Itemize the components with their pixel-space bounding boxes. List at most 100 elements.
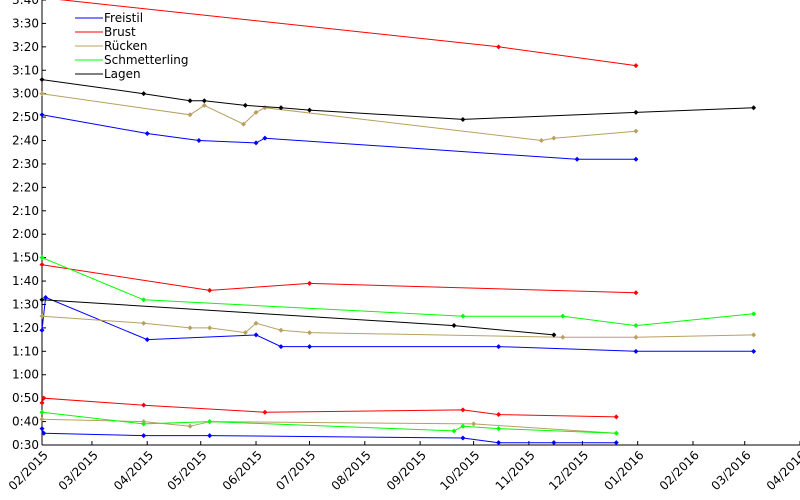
- data-point: [41, 430, 47, 436]
- data-point: [262, 409, 268, 415]
- x-tick-label: 05/2015: [164, 448, 209, 493]
- y-tick-label: 1:00: [12, 368, 39, 382]
- y-tick-label: 1:30: [12, 297, 39, 311]
- y-tick-label: 2:40: [12, 134, 39, 148]
- data-point: [451, 323, 457, 329]
- data-point: [39, 255, 45, 261]
- series-rücken: [39, 91, 757, 436]
- series-line: [41, 397, 617, 418]
- x-tick-label: 02/2016: [657, 448, 702, 493]
- series-line: [41, 264, 636, 294]
- data-point: [278, 344, 284, 350]
- data-point: [39, 262, 45, 268]
- legend-label: Rücken: [104, 39, 148, 53]
- legend-label: Schmetterling: [104, 53, 189, 67]
- x-tick-label: 11/2015: [493, 448, 538, 493]
- data-point: [187, 325, 193, 331]
- data-point: [187, 423, 193, 429]
- data-point: [253, 140, 259, 146]
- data-point: [141, 433, 147, 439]
- data-point: [496, 440, 502, 446]
- data-point: [460, 435, 466, 441]
- y-tick-label: 2:00: [12, 227, 39, 241]
- data-point: [633, 109, 639, 115]
- data-point: [551, 135, 557, 141]
- data-point: [751, 311, 757, 317]
- y-tick-label: 1:20: [12, 321, 39, 335]
- data-point: [471, 421, 477, 427]
- data-point: [201, 102, 207, 108]
- data-point: [201, 98, 207, 104]
- data-point: [141, 297, 147, 303]
- data-point: [39, 91, 45, 97]
- data-point: [307, 330, 313, 336]
- data-point: [253, 332, 259, 338]
- data-point: [253, 320, 259, 326]
- data-point: [41, 395, 47, 401]
- data-point: [39, 112, 45, 118]
- series-line: [41, 418, 617, 434]
- data-point: [141, 91, 147, 97]
- series-line: [41, 299, 554, 336]
- series-schmetterling: [39, 255, 757, 436]
- data-point: [613, 430, 619, 436]
- y-axis-ticks: 0:30 0:40 0:50 1:00 1:10 1:20 1:30 1:40 1:50 2:00…: [12, 0, 46, 452]
- data-point: [278, 327, 284, 333]
- y-tick-label: 3:10: [12, 63, 39, 77]
- data-point: [613, 440, 619, 446]
- data-point: [496, 412, 502, 418]
- x-axis-ticks: 02/2015 03/2015 04/2015 05/2015 06/2015 07/20…: [6, 441, 800, 493]
- data-point: [538, 138, 544, 144]
- x-tick-label: 03/2015: [56, 448, 101, 493]
- legend-label: Brust: [104, 25, 136, 39]
- x-tick-label: 08/2015: [329, 448, 374, 493]
- data-point: [141, 421, 147, 427]
- data-point: [551, 440, 557, 446]
- series-line: [41, 257, 754, 327]
- x-tick-label: 07/2015: [273, 448, 318, 493]
- data-point: [633, 63, 639, 69]
- data-point: [307, 344, 313, 350]
- data-point: [633, 323, 639, 329]
- data-point: [187, 98, 193, 104]
- data-point: [39, 409, 45, 415]
- y-tick-label: 2:30: [12, 157, 39, 171]
- y-tick-label: 0:30: [12, 438, 39, 452]
- x-tick-label: 01/2016: [601, 448, 646, 493]
- legend-label: Lagen: [104, 67, 141, 81]
- data-point: [144, 337, 150, 343]
- data-point: [187, 112, 193, 118]
- series-freistil: [39, 112, 757, 446]
- x-tick-label: 12/2015: [546, 448, 591, 493]
- series-layer: [39, 0, 757, 446]
- data-point: [242, 330, 248, 336]
- series-brust: [39, 0, 639, 420]
- y-tick-label: 3:30: [12, 16, 39, 30]
- y-tick-label: 0:50: [12, 391, 39, 405]
- y-tick-label: 2:50: [12, 110, 39, 124]
- y-tick-label: 2:10: [12, 204, 39, 218]
- data-point: [451, 428, 457, 434]
- data-point: [39, 400, 45, 406]
- legend-label: Freistil: [104, 11, 143, 25]
- data-point: [39, 313, 45, 319]
- y-tick-label: 3:00: [12, 87, 39, 101]
- data-point: [633, 348, 639, 354]
- data-point: [633, 290, 639, 296]
- data-point: [241, 121, 247, 127]
- x-tick-label: 04/2016: [764, 448, 800, 493]
- series-lagen: [39, 77, 757, 338]
- data-point: [460, 116, 466, 122]
- y-tick-label: 1:10: [12, 344, 39, 358]
- data-point: [633, 156, 639, 162]
- data-point: [39, 297, 45, 303]
- data-point: [613, 414, 619, 420]
- series-line: [41, 93, 636, 142]
- x-tick-label: 10/2015: [437, 448, 482, 493]
- data-point: [751, 332, 757, 338]
- x-tick-label: 02/2015: [6, 448, 51, 493]
- series-line: [41, 428, 617, 444]
- series-line: [41, 79, 754, 120]
- x-tick-label: 09/2015: [384, 448, 429, 493]
